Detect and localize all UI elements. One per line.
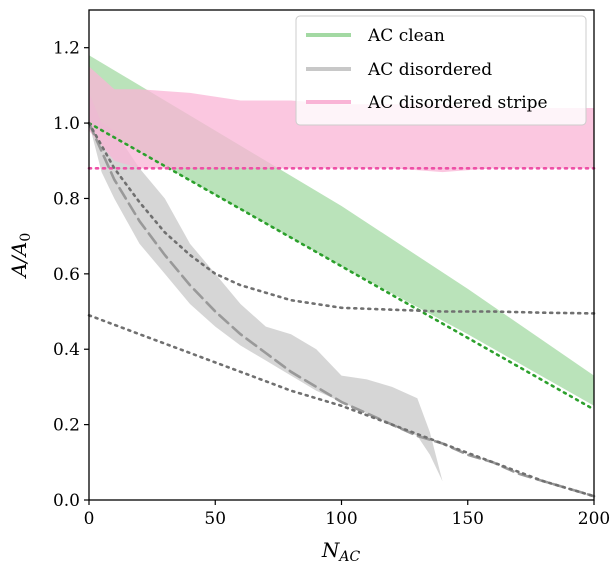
y-tick-label: 1.0 xyxy=(53,114,80,134)
axis-ticks: 0 50 100 150 200 0.0 0.2 0.4 0.6 0.8 1.0 1.2 xyxy=(53,39,610,529)
y-tick-label: 0.6 xyxy=(53,265,80,285)
reference-line-4 xyxy=(87,121,596,315)
legend-label-ac-disordered-stripe: AC disordered stripe xyxy=(367,93,548,113)
legend-label-ac-clean: AC clean xyxy=(367,26,445,46)
x-axis-label: NAC xyxy=(321,538,361,564)
x-tick-label: 200 xyxy=(578,509,610,529)
x-tick-label: 100 xyxy=(325,509,357,529)
legend-label-ac-disordered: AC disordered xyxy=(367,60,492,80)
legend-box xyxy=(295,15,587,126)
y-tick-label: 0.8 xyxy=(53,189,80,209)
x-tick-label: 0 xyxy=(84,509,95,529)
y-axis-label: A/A0 xyxy=(7,233,34,280)
y-tick-label: 1.2 xyxy=(53,39,80,59)
band-ac-disordered xyxy=(89,92,448,501)
legend: AC clean AC disordered AC disordered str… xyxy=(295,15,587,126)
y-tick-label: 0.2 xyxy=(53,416,80,436)
y-tick-label: 0.4 xyxy=(53,340,80,360)
reference-line-1 xyxy=(87,121,596,411)
x-tick-label: 150 xyxy=(452,509,484,529)
reference-line-5 xyxy=(87,313,596,498)
plot-area xyxy=(87,55,596,501)
y-tick-label: 0.0 xyxy=(53,491,80,511)
reference-line-3 xyxy=(87,121,596,498)
x-tick-label: 50 xyxy=(204,509,226,529)
